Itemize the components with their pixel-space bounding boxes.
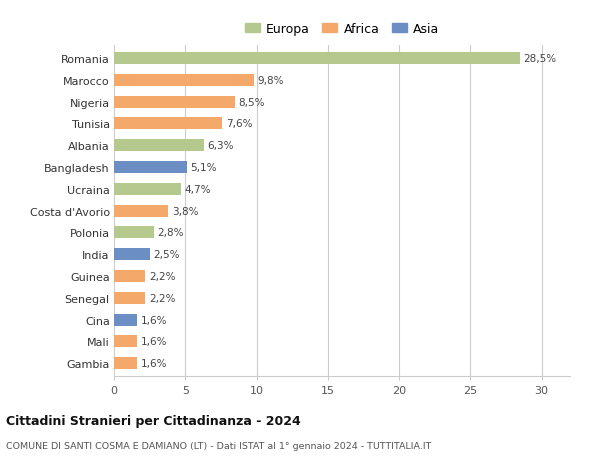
Bar <box>114 314 137 326</box>
Text: 1,6%: 1,6% <box>140 336 167 347</box>
Bar <box>114 118 223 130</box>
Bar <box>114 292 145 304</box>
Bar <box>114 358 137 369</box>
Text: Cittadini Stranieri per Cittadinanza - 2024: Cittadini Stranieri per Cittadinanza - 2… <box>6 414 301 427</box>
Text: 6,3%: 6,3% <box>208 141 234 151</box>
Text: 1,6%: 1,6% <box>140 315 167 325</box>
Bar <box>114 270 145 282</box>
Bar <box>114 336 137 347</box>
Bar <box>114 205 168 217</box>
Text: 3,8%: 3,8% <box>172 206 198 216</box>
Text: 2,2%: 2,2% <box>149 293 175 303</box>
Text: 2,5%: 2,5% <box>153 250 179 260</box>
Bar <box>114 96 235 108</box>
Bar <box>114 227 154 239</box>
Text: 9,8%: 9,8% <box>257 76 284 86</box>
Bar <box>114 140 204 152</box>
Text: COMUNE DI SANTI COSMA E DAMIANO (LT) - Dati ISTAT al 1° gennaio 2024 - TUTTITALI: COMUNE DI SANTI COSMA E DAMIANO (LT) - D… <box>6 441 431 450</box>
Text: 8,5%: 8,5% <box>239 97 265 107</box>
Text: 2,8%: 2,8% <box>157 228 184 238</box>
Text: 7,6%: 7,6% <box>226 119 253 129</box>
Text: 1,6%: 1,6% <box>140 358 167 368</box>
Text: 5,1%: 5,1% <box>190 162 217 173</box>
Bar <box>114 53 520 65</box>
Bar <box>114 75 254 87</box>
Bar <box>114 249 149 261</box>
Legend: Europa, Africa, Asia: Europa, Africa, Asia <box>241 19 443 39</box>
Text: 2,2%: 2,2% <box>149 271 175 281</box>
Text: 4,7%: 4,7% <box>185 185 211 195</box>
Text: 28,5%: 28,5% <box>524 54 557 64</box>
Bar <box>114 184 181 196</box>
Bar <box>114 162 187 174</box>
